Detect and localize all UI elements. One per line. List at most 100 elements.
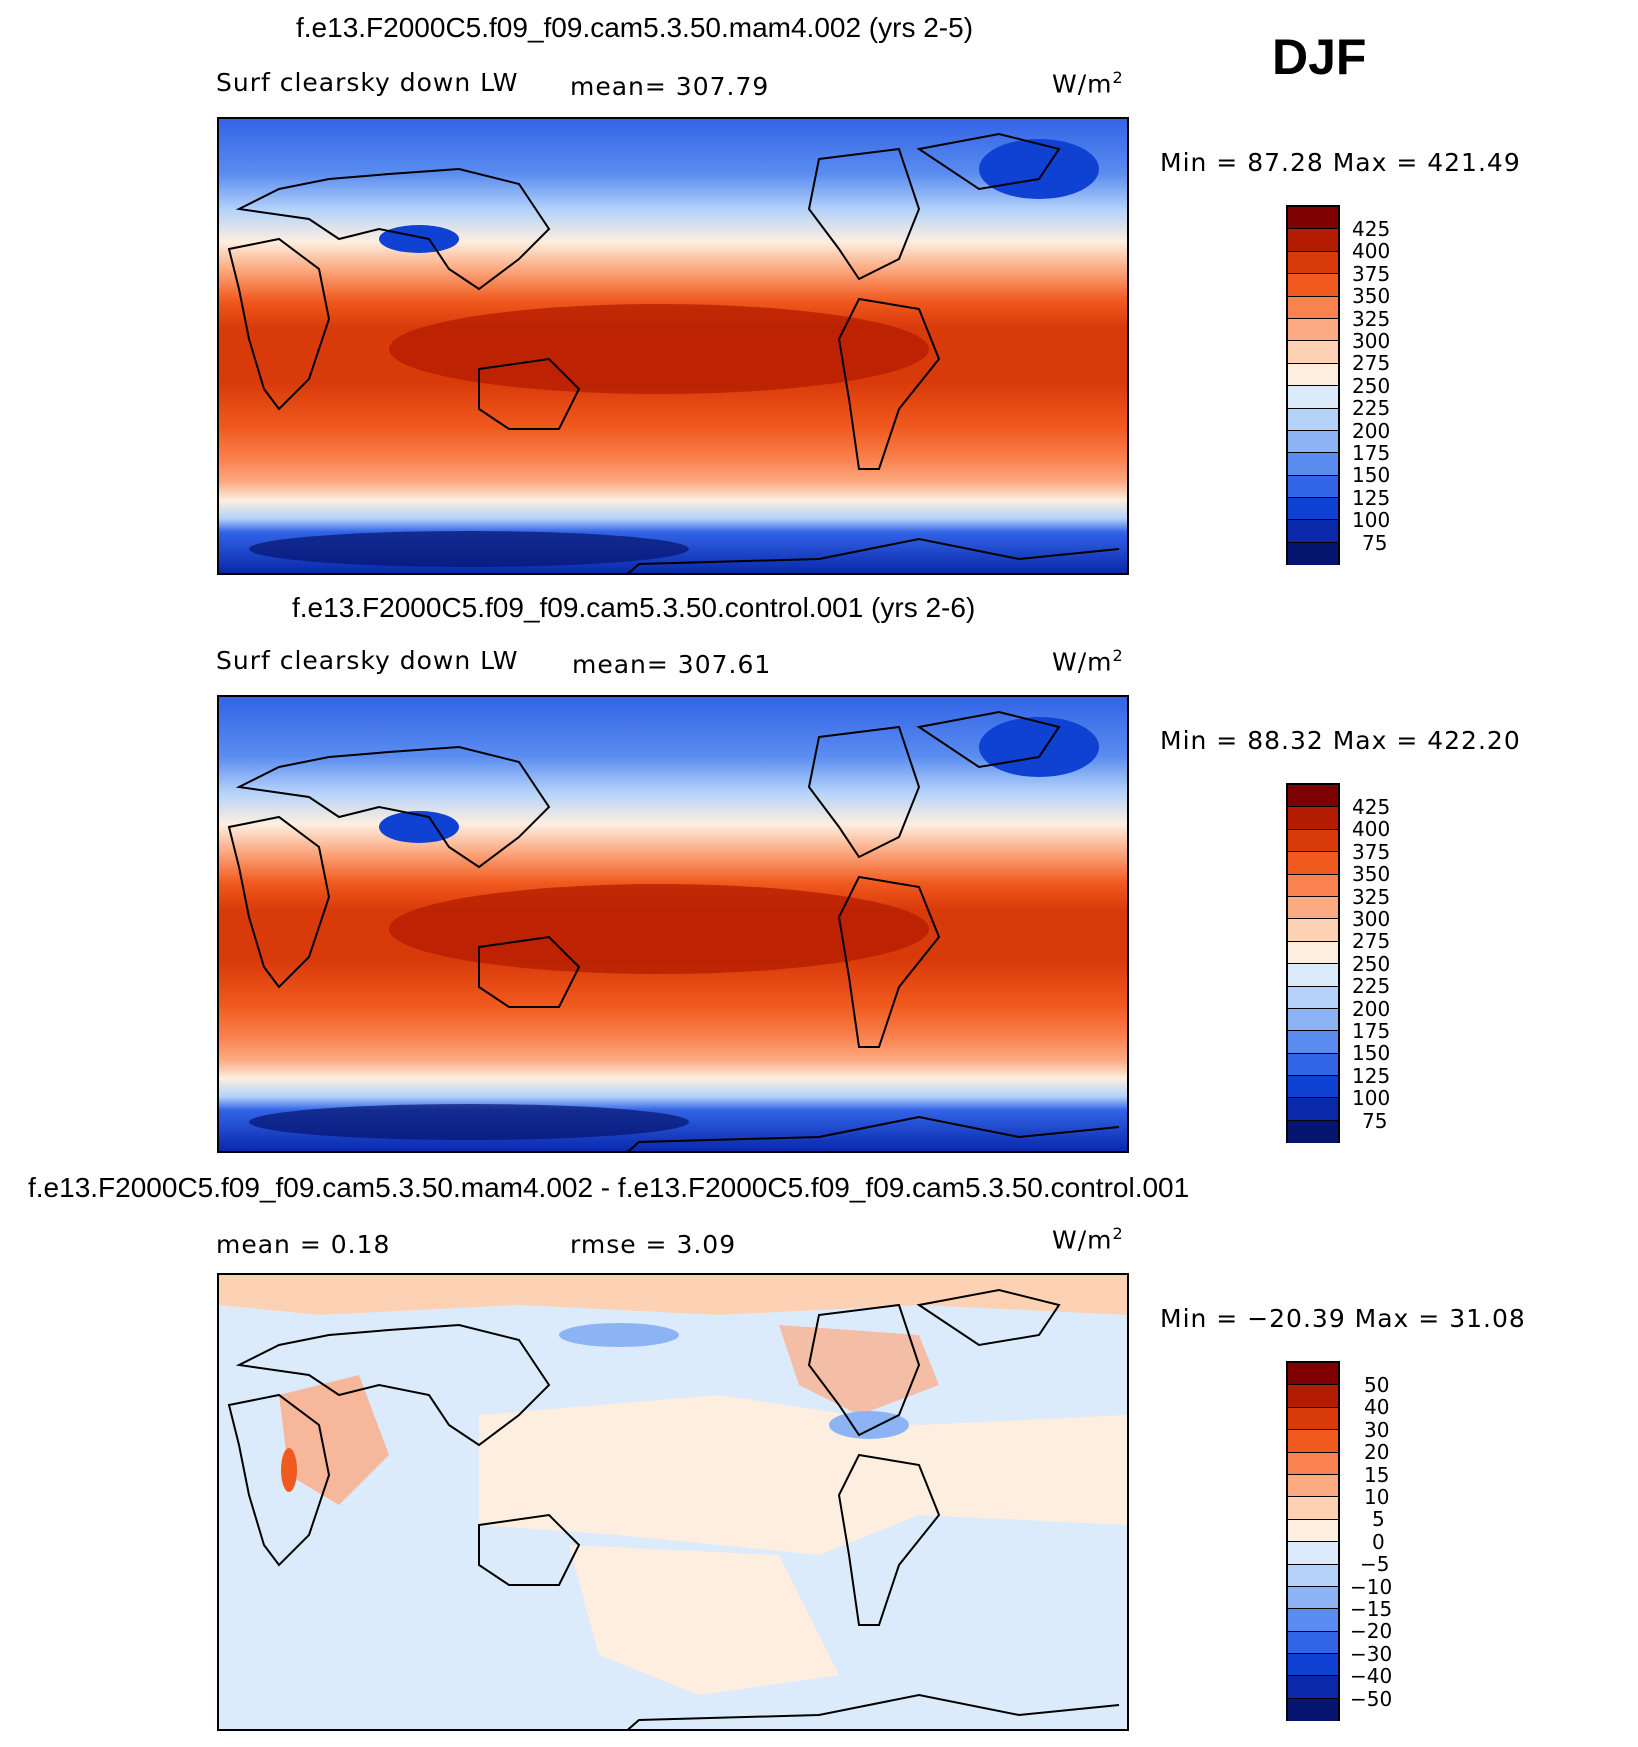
panel1-tick: 325 (1352, 307, 1391, 331)
panel2-units: W/m2 (1052, 646, 1124, 676)
panel3-colorbar-swatch (1288, 1430, 1338, 1453)
panel3-tick: 5 (1372, 1507, 1385, 1531)
panel1-tick: 400 (1352, 239, 1391, 263)
panel2-units-exp: 2 (1112, 646, 1124, 665)
panel1-colorbar-swatch (1288, 207, 1338, 230)
panel1-variable-label: Surf clearsky down LW (216, 68, 519, 97)
panel2-colorbar-swatch (1288, 1076, 1338, 1099)
panel1-tick: 350 (1352, 284, 1391, 308)
panel3-tick: −20 (1350, 1619, 1393, 1643)
panel3-tick: 40 (1364, 1395, 1390, 1419)
panel3-map (217, 1273, 1129, 1731)
panel3-colorbar-swatch (1288, 1676, 1338, 1699)
panel3-tick: −5 (1360, 1552, 1390, 1576)
panel1-colorbar (1286, 205, 1340, 566)
panel3-colorbar-swatch (1288, 1586, 1338, 1610)
panel2-colorbar-swatch (1288, 1098, 1338, 1121)
panel2-colorbar-swatch (1288, 964, 1338, 987)
panel3-tick: 20 (1364, 1440, 1390, 1464)
panel2-tick: 350 (1352, 862, 1391, 886)
panel3-mean: mean = 0.18 (216, 1230, 391, 1259)
panel3-units-exp: 2 (1112, 1224, 1124, 1243)
panel2-colorbar-swatch (1288, 1120, 1338, 1144)
panel2-colorbar-swatch (1288, 829, 1338, 853)
panel3-colorbar-swatch (1288, 1519, 1338, 1543)
panel3-tick: −15 (1350, 1597, 1393, 1621)
panel1-colorbar-swatch (1288, 430, 1338, 454)
panel1-mean: mean= 307.79 (570, 72, 770, 101)
panel3-colorbar-swatch (1288, 1407, 1338, 1431)
panel1-colorbar-swatch (1288, 341, 1338, 364)
panel2-colorbar-swatch (1288, 807, 1338, 830)
panel1-tick: 150 (1352, 463, 1391, 487)
panel2-minmax: Min = 88.32 Max = 422.20 (1160, 726, 1521, 755)
panel2-tick: 100 (1352, 1086, 1391, 1110)
panel2-tick: 225 (1352, 974, 1391, 998)
panel3-colorbar-swatch (1288, 1363, 1338, 1386)
panel2-tick: 250 (1352, 952, 1391, 976)
panel3-minmax: Min = −20.39 Max = 31.08 (1160, 1304, 1526, 1333)
panel3-units-base: W/m (1052, 1225, 1113, 1255)
panel2-mean: mean= 307.61 (572, 650, 772, 679)
panel1-colorbar-swatch (1288, 408, 1338, 431)
panel2-tick: 175 (1352, 1019, 1391, 1043)
panel1-colorbar-swatch (1288, 296, 1338, 319)
panel3-tick: −40 (1350, 1664, 1393, 1688)
panel1-units-exp: 2 (1112, 68, 1124, 87)
panel2-variable-label: Surf clearsky down LW (216, 646, 519, 675)
panel2-tick: 325 (1352, 885, 1391, 909)
panel1-title: f.e13.F2000C5.f09_f09.cam5.3.50.mam4.002… (296, 12, 974, 43)
panel1-tick: 100 (1352, 508, 1391, 532)
panel2-tick: 300 (1352, 907, 1391, 931)
panel2-tick: 425 (1352, 795, 1391, 819)
panel2-tick: 200 (1352, 997, 1391, 1021)
panel2-colorbar-swatch (1288, 986, 1338, 1009)
panel2-tick: 275 (1352, 929, 1391, 953)
panel2-colorbar-swatch (1288, 919, 1338, 942)
panel3-tick: −50 (1350, 1687, 1393, 1711)
panel2-tick: 400 (1352, 817, 1391, 841)
panel1-colorbar-swatch (1288, 520, 1338, 543)
panel2-tick: 125 (1352, 1064, 1391, 1088)
panel1-tick: 175 (1352, 441, 1391, 465)
panel3-tick: −30 (1350, 1642, 1393, 1666)
panel1-colorbar-swatch (1288, 363, 1338, 387)
panel2-colorbar-swatch (1288, 896, 1338, 920)
panel1-colorbar-swatch (1288, 386, 1338, 409)
panel3-title: f.e13.F2000C5.f09_f09.cam5.3.50.mam4.002… (28, 1172, 1190, 1203)
panel1-tick: 250 (1352, 374, 1391, 398)
panel3-rmse: rmse = 3.09 (570, 1230, 737, 1259)
panel1-colorbar-swatch (1288, 274, 1338, 297)
panel2-tick: 75 (1362, 1109, 1388, 1133)
panel3-colorbar-swatch (1288, 1385, 1338, 1408)
panel3-colorbar-swatch (1288, 1564, 1338, 1587)
panel1-colorbar-swatch (1288, 318, 1338, 342)
panel1-colorbar-swatch (1288, 475, 1338, 499)
panel1-minmax: Min = 87.28 Max = 421.49 (1160, 148, 1521, 177)
panel2-colorbar-swatch (1288, 874, 1338, 897)
panel1-tick: 225 (1352, 396, 1391, 420)
panel3-tick: 0 (1372, 1530, 1385, 1554)
panel3-colorbar-swatch (1288, 1654, 1338, 1677)
panel2-tick: 375 (1352, 840, 1391, 864)
panel3-tick: 15 (1364, 1463, 1390, 1487)
panel3-units: W/m2 (1052, 1224, 1124, 1254)
panel2-units-base: W/m (1052, 647, 1113, 677)
panel3-colorbar-swatch (1288, 1631, 1338, 1655)
panel2-title: f.e13.F2000C5.f09_f09.cam5.3.50.control.… (292, 592, 976, 623)
panel3-tick: 30 (1364, 1418, 1390, 1442)
panel2-colorbar (1286, 783, 1340, 1144)
panel3-colorbar-swatch (1288, 1609, 1338, 1632)
panel1-units: W/m2 (1052, 68, 1124, 98)
season-label: DJF (1272, 29, 1367, 85)
panel3-tick: 50 (1364, 1373, 1390, 1397)
panel3-colorbar-swatch (1288, 1542, 1338, 1565)
panel1-colorbar-swatch (1288, 498, 1338, 521)
panel1-units-base: W/m (1052, 69, 1113, 99)
panel1-tick: 425 (1352, 217, 1391, 241)
panel1-colorbar-swatch (1288, 453, 1338, 476)
panel2-tick: 150 (1352, 1041, 1391, 1065)
panel2-colorbar-swatch (1288, 785, 1338, 808)
panel3-colorbar-swatch (1288, 1698, 1338, 1722)
panel2-colorbar-swatch (1288, 1031, 1338, 1054)
